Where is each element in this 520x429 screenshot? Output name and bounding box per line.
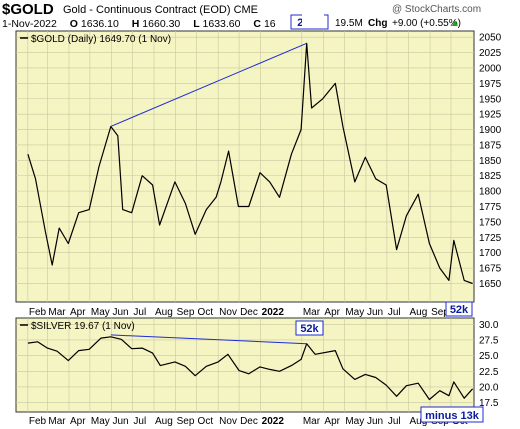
high-label: H <box>131 18 140 30</box>
annotation-label: minus 13k <box>425 410 480 422</box>
annotation-box <box>445 301 473 317</box>
x-tick-label: May <box>345 307 364 318</box>
y-tick-label: 27.5 <box>479 335 499 346</box>
x-tick-label: 2022 <box>262 416 285 427</box>
x-tick-label: Oct <box>198 307 214 318</box>
x-tick-label: Apr <box>324 307 340 318</box>
panel-gold: 1650 1675 1700 1725 1750 1775 1800 1825 1850 1875… <box>15 14 502 318</box>
y-tick-label: 25.0 <box>479 351 499 362</box>
y-tick-label: 20.0 <box>479 382 499 393</box>
volume-value: 19.5M <box>335 18 363 29</box>
x-tick-label: Aug <box>155 416 173 427</box>
x-tick-label: Aug <box>409 307 427 318</box>
x-tick-label: Sep <box>177 307 195 318</box>
quote-date: 1-Nov-2022 <box>2 18 57 30</box>
y-tick-label: 2025 <box>479 48 502 59</box>
x-tick-label: Apr <box>324 416 340 427</box>
open-value: 1636.10 <box>80 18 119 30</box>
annotation-box-header-cover <box>302 14 324 28</box>
x-tick-label: 2022 <box>262 307 285 318</box>
quote-line: 1-Nov-2022 O 1636.10 H 1660.30 L 1633.60… <box>2 18 278 30</box>
legend-label-silver: $SILVER 19.67 (1 Nov) <box>31 321 135 332</box>
high-value: 1660.30 <box>142 18 181 30</box>
trendline-gold <box>110 42 307 127</box>
open-label: O <box>69 18 78 30</box>
chart-symbol: $GOLD <box>2 1 54 18</box>
low-value: 1633.60 <box>202 18 241 30</box>
y-tick-label: 1725 <box>479 233 502 244</box>
y-tick-label: 1875 <box>479 140 502 151</box>
y-tick-label: 1650 <box>479 279 502 290</box>
chart-header: $GOLD Gold - Continuous Contract (EOD) C… <box>0 0 520 31</box>
change-label: Chg <box>368 18 387 29</box>
y-tick-label: 1700 <box>479 248 502 259</box>
y-tick-label: 30.0 <box>479 320 499 331</box>
x-tick-label: Apr <box>70 307 86 318</box>
series-line-silver <box>27 336 474 401</box>
y-tick-label: 1950 <box>479 94 502 105</box>
x-tick-label: Dec <box>240 307 258 318</box>
y-tick-label: 1675 <box>479 264 502 275</box>
annotation-label: 52k <box>450 304 469 316</box>
x-tick-label: Sep <box>177 416 195 427</box>
close-label: C <box>253 18 262 30</box>
plot-area-silver <box>15 317 475 413</box>
change-up-arrow-icon: ▲ <box>450 18 460 29</box>
x-tick-label: Sep <box>431 307 449 318</box>
x-tick-label: May <box>91 307 110 318</box>
x-tick-label: Mar <box>48 416 66 427</box>
change-value: +9.00 (+0.55%) <box>392 18 461 29</box>
x-tick-label: Jun <box>113 307 129 318</box>
x-tick-label: Jun <box>367 307 383 318</box>
y-tick-label: 1800 <box>479 187 502 198</box>
y-tick-label: 1825 <box>479 171 502 182</box>
y-tick-label: 1750 <box>479 217 502 228</box>
x-tick-label: Feb <box>29 307 47 318</box>
x-tick-label: Feb <box>29 416 47 427</box>
x-tick-label: Nov <box>219 416 237 427</box>
y-tick-label: 1775 <box>479 202 502 213</box>
x-tick-label: Jul <box>133 416 146 427</box>
x-tick-label: Nov <box>219 307 237 318</box>
series-line-gold <box>27 42 473 285</box>
annotation-label: 52k <box>300 323 319 335</box>
y-tick-label: 2050 <box>479 33 502 44</box>
x-tick-label: Jul <box>133 307 146 318</box>
x-tick-label: Apr <box>70 416 86 427</box>
x-tick-label: Jul <box>388 307 401 318</box>
y-tick-label: 22.5 <box>479 367 499 378</box>
y-tick-label: 1900 <box>479 125 502 136</box>
y-tick-label: 2000 <box>479 63 502 74</box>
x-tick-label: Aug <box>155 307 173 318</box>
legend-label-gold: $GOLD (Daily) 1649.70 (1 Nov) <box>31 34 171 45</box>
y-tick-label: 1850 <box>479 156 502 167</box>
x-tick-label: Dec <box>240 416 258 427</box>
annotation-box <box>295 320 324 336</box>
x-tick-label: Mar <box>48 307 66 318</box>
x-tick-label: May <box>91 416 110 427</box>
y-tick-label: 17.5 <box>479 398 499 409</box>
y-tick-label: 1975 <box>479 79 502 90</box>
plot-area-gold <box>15 30 475 303</box>
y-tick-label: 1925 <box>479 110 502 121</box>
annotation-box <box>420 406 484 423</box>
x-tick-label: Mar <box>303 307 321 318</box>
stockcharts-watermark: @ StockCharts.com <box>392 4 482 15</box>
x-tick-label: Oct <box>198 416 214 427</box>
trendline-silver <box>110 334 307 345</box>
x-tick-label: Jun <box>367 416 383 427</box>
x-tick-label: Mar <box>303 416 321 427</box>
x-tick-label: Jul <box>388 416 401 427</box>
x-tick-label: Aug <box>409 416 427 427</box>
x-tick-label: Jun <box>113 416 129 427</box>
chart-full-name: Gold - Continuous Contract (EOD) CME <box>63 4 259 16</box>
low-label: L <box>193 18 200 30</box>
close-value: 16 <box>263 18 276 30</box>
x-tick-label: May <box>345 416 364 427</box>
